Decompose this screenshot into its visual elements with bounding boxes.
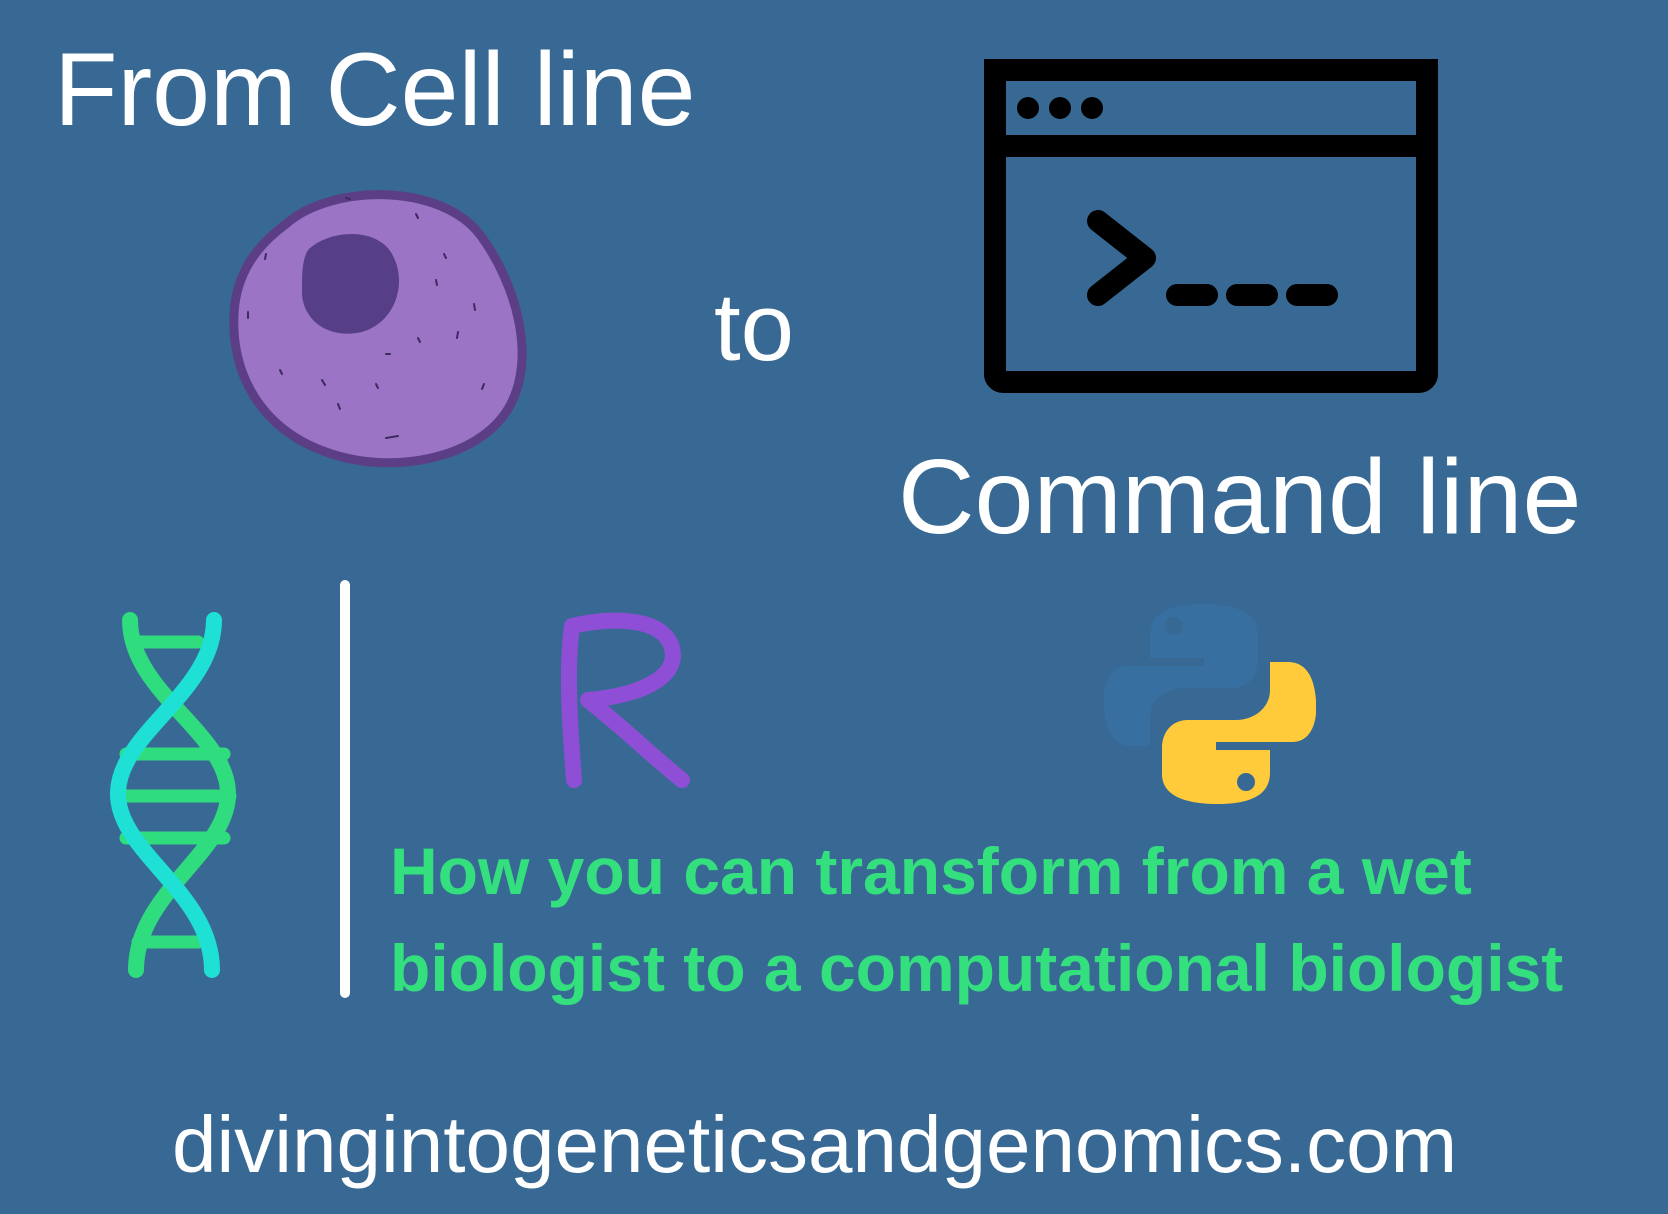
dna-helix-icon (109, 612, 237, 978)
command-line-heading: Command line (898, 438, 1582, 556)
subtitle-line-2: biologist to a computational biologist (390, 931, 1564, 1005)
from-cell-line-heading: From Cell line (54, 32, 696, 148)
website-url: divingintogeneticsandgenomics.com (172, 1100, 1458, 1189)
terminal-window-icon (984, 59, 1438, 393)
subtitle-line-1: How you can transform from a wet (390, 834, 1472, 908)
python-logo-icon (1104, 604, 1316, 804)
vertical-divider (340, 580, 350, 998)
cell-icon (229, 190, 527, 468)
to-text: to (714, 274, 795, 381)
r-language-icon (560, 612, 690, 788)
